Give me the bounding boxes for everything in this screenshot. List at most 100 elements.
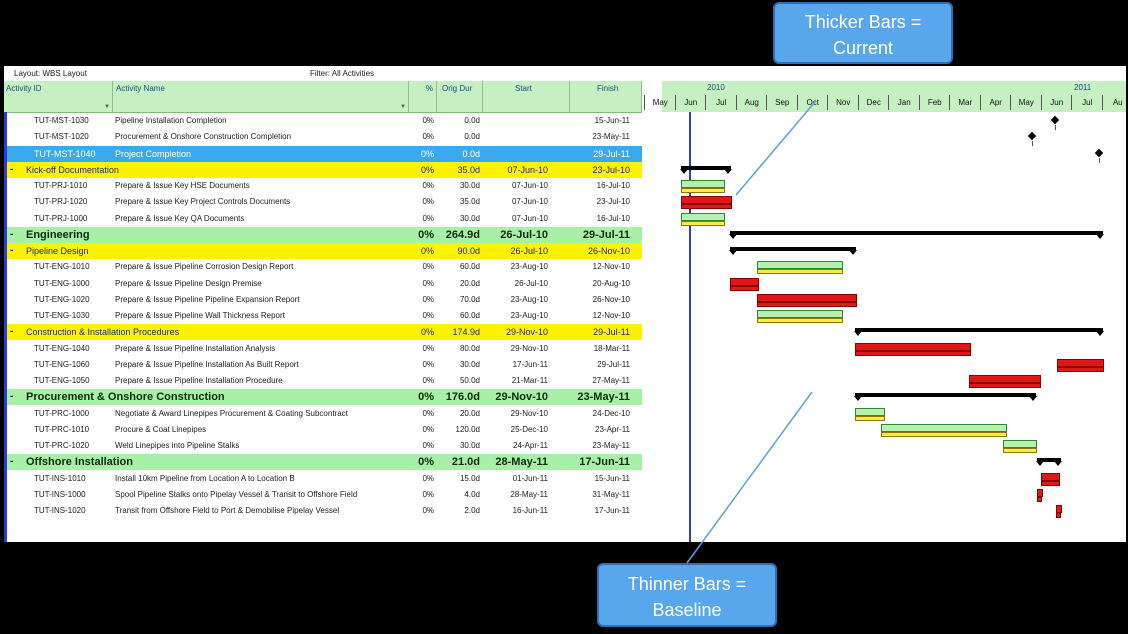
wbs-row[interactable]: - Procurement & Onshore Construction 0% 176… [4,389,642,406]
wbs-row[interactable]: - Engineering 0% 264.9d 26-Jul-10 29-Jul-11 [4,226,642,243]
baseline-bar[interactable] [1036,496,1042,502]
current-bar[interactable] [1055,505,1062,513]
activity-row[interactable]: TUT-ENG-1040 Prepare & Issue Pipeline Ins… [4,341,642,357]
collapse-toggle[interactable]: - [10,391,14,403]
filter-label[interactable]: Filter: All Activities [310,69,375,78]
activity-row[interactable]: TUT-ENG-1030 Prepare & Issue Pipeline Wal… [4,308,642,324]
milestone-tick[interactable] [1098,157,1100,163]
collapse-toggle[interactable]: - [10,228,14,240]
collapse-toggle[interactable]: - [10,326,14,338]
activity-name: Spool Pipeline Stalks onto Pipelay Vesse… [115,489,358,499]
layout-label[interactable]: Layout: WBS Layout [14,69,87,78]
collapse-toggle[interactable]: - [10,163,14,175]
start-date: 29-Nov-10 [510,343,548,353]
activity-row[interactable]: TUT-INS-1000 Spool Pipeline Stalks onto P… [4,487,642,503]
baseline-bar[interactable] [757,269,844,275]
summary-bar[interactable] [854,328,1104,337]
summary-bar[interactable] [728,230,1104,239]
column-header-pct[interactable]: % [409,81,437,112]
current-bar[interactable] [881,423,1007,432]
activity-row[interactable]: TUT-MST-1030 Pipeline Installation Comple… [4,113,642,129]
wbs-row[interactable]: - Construction & Installation Procedures 0… [4,324,642,341]
wbs-row[interactable]: - Pipeline Design 0% 90.0d 26-Jul-10 26-Nov-1… [4,243,642,259]
column-header-duration[interactable]: Orig Dur [437,81,483,112]
collapse-toggle[interactable]: - [10,245,14,256]
original-duration: 2.0d [464,506,480,515]
activity-id: Engineering [26,228,90,241]
start-date: 07-Jun-10 [507,164,548,175]
start-date: 29-Nov-10 [505,327,548,338]
current-bar[interactable] [1040,472,1060,481]
column-header-id[interactable]: Activity ID ▼ [4,81,113,112]
milestone-tick[interactable] [1054,125,1056,130]
activity-row[interactable]: TUT-PRC-1020 Weld Linepipes into Pipeline… [4,438,642,454]
current-bar[interactable] [729,277,760,286]
current-bar[interactable] [680,212,725,221]
activity-row[interactable]: TUT-ENG-1020 Prepare & Issue Pipeline Pip… [4,292,642,308]
finish-date: 16-Jul-10 [596,213,630,223]
baseline-bar[interactable] [757,301,858,307]
activity-row[interactable]: TUT-INS-1020 Transit from Offshore Field … [4,503,642,519]
activity-row[interactable]: TUT-MST-1020 Procurement & Onshore Constr… [4,129,642,145]
activity-row[interactable]: TUT-ENG-1000 Prepare & Issue Pipeline Des… [4,276,642,292]
original-duration: 60.0d [459,262,480,272]
baseline-bar[interactable] [729,285,760,291]
activity-name: Prepare & Issue Key HSE Documents [115,181,250,190]
activity-row[interactable]: TUT-ENG-1050 Prepare & Issue Pipeline Ins… [4,373,642,389]
activity-row[interactable]: TUT-PRC-1010 Procure & Coat Linepipes 0% 12… [4,422,642,438]
collapse-toggle[interactable]: - [10,456,14,468]
baseline-bar[interactable] [1056,366,1104,372]
finish-date: 27-May-11 [592,376,630,385]
summary-bar[interactable] [728,247,858,255]
activity-row[interactable]: TUT-PRJ-1010 Prepare & Issue Key HSE Docu… [4,178,642,194]
percent-complete: 0% [422,262,434,272]
current-bar[interactable] [855,342,971,351]
column-header-name[interactable]: Activity Name ▼ [113,81,409,112]
baseline-bar[interactable] [881,431,1007,437]
current-bar[interactable] [1002,440,1037,448]
summary-bar[interactable] [854,393,1037,402]
baseline-bar[interactable] [680,188,725,193]
current-bar[interactable] [855,407,886,416]
gantt-chart[interactable]: 2010 2011 May Jun Jul Aug Sep Oct Nov Dec Jan Feb… [644,81,1126,542]
current-bar[interactable] [680,180,725,188]
wbs-row[interactable]: - Kick-off Documentation 0% 35.0d 07-Jun-10 2… [4,161,642,178]
milestone-tick[interactable] [1031,141,1033,147]
current-bar[interactable] [1056,358,1104,367]
summary-bar[interactable] [1035,458,1062,467]
baseline-bar[interactable] [855,350,971,356]
month-label: Oct [796,95,829,110]
activity-row[interactable]: TUT-ENG-1060 Prepare & Issue Pipeline Ins… [4,357,642,373]
current-bar[interactable] [680,196,732,205]
activity-row[interactable]: TUT-PRJ-1000 Prepare & Issue Key QA Docum… [4,211,642,227]
current-bar[interactable] [757,310,844,318]
month-label: Jun [674,95,707,110]
start-date: 07-Jun-10 [511,197,548,207]
baseline-bar[interactable] [1002,448,1037,453]
current-bar[interactable] [757,293,858,302]
column-header-start[interactable]: Start [483,81,570,112]
activity-row[interactable]: TUT-MST-1040 Project Completion 0% 0.0d 29-J… [4,145,642,162]
activity-row[interactable]: TUT-ENG-1010 Prepare & Issue Pipeline Cor… [4,259,642,275]
current-bar[interactable] [968,375,1041,383]
data-date-line[interactable] [689,112,691,542]
current-bar[interactable] [757,261,844,270]
baseline-bar[interactable] [680,220,725,226]
baseline-bar[interactable] [1040,480,1060,486]
column-header-finish[interactable]: Finish [570,81,642,112]
year-label-2010: 2010 [707,83,725,92]
baseline-bar[interactable] [757,318,844,323]
baseline-bar[interactable] [1055,513,1061,518]
baseline-bar[interactable] [680,204,732,210]
current-bar[interactable] [1036,488,1043,497]
baseline-bar[interactable] [968,383,1041,388]
activity-row[interactable]: TUT-PRJ-1020 Prepare & Issue Key Project … [4,194,642,210]
percent-complete: 0% [420,148,434,159]
summary-bar[interactable] [679,165,732,174]
activity-row[interactable]: TUT-INS-1010 Install 10km Pipeline from L… [4,471,642,487]
activity-row[interactable]: TUT-PRC-1000 Negotiate & Award Linepipes … [4,406,642,422]
baseline-bar[interactable] [855,415,886,421]
activity-id: Construction & Installation Procedures [26,327,180,338]
wbs-row[interactable]: - Offshore Installation 0% 21.0d 28-May-11 17… [4,454,642,471]
